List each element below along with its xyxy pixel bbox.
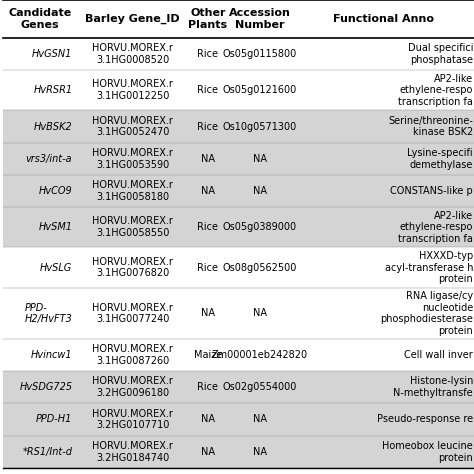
Text: NA: NA bbox=[201, 308, 215, 319]
Text: HvBSK2: HvBSK2 bbox=[34, 121, 73, 132]
Text: CONSTANS-like p: CONSTANS-like p bbox=[390, 186, 473, 196]
Text: Homeobox leucine
protein: Homeobox leucine protein bbox=[383, 441, 473, 463]
Text: PPD-H1: PPD-H1 bbox=[36, 414, 73, 425]
Text: Rice: Rice bbox=[198, 49, 219, 59]
Text: Os05g0389000: Os05g0389000 bbox=[223, 222, 297, 232]
Text: HORVU.MOREX.r
3.2HG0107710: HORVU.MOREX.r 3.2HG0107710 bbox=[92, 409, 173, 430]
Text: vrs3/int-a: vrs3/int-a bbox=[26, 154, 73, 164]
Text: Histone-lysin
N-methyltransfe: Histone-lysin N-methyltransfe bbox=[393, 376, 473, 398]
Text: NA: NA bbox=[253, 447, 267, 457]
Bar bbox=[3, 247, 474, 288]
Text: HORVU.MOREX.r
3.1HG0012250: HORVU.MOREX.r 3.1HG0012250 bbox=[92, 80, 173, 101]
Bar bbox=[3, 339, 474, 371]
Text: Os05g0121600: Os05g0121600 bbox=[223, 85, 297, 95]
Text: HvSM1: HvSM1 bbox=[38, 222, 73, 232]
Text: HvGSN1: HvGSN1 bbox=[32, 49, 73, 59]
Text: Rice: Rice bbox=[198, 222, 219, 232]
Text: Rice: Rice bbox=[198, 263, 219, 273]
Text: NA: NA bbox=[253, 414, 267, 425]
Text: HORVU.MOREX.r
3.1HG0077240: HORVU.MOREX.r 3.1HG0077240 bbox=[92, 302, 173, 324]
Text: HvSLG: HvSLG bbox=[40, 263, 73, 273]
Text: HORVU.MOREX.r
3.1HG0008520: HORVU.MOREX.r 3.1HG0008520 bbox=[92, 43, 173, 65]
Bar bbox=[3, 207, 474, 247]
Text: HORVU.MOREX.r
3.1HG0076820: HORVU.MOREX.r 3.1HG0076820 bbox=[92, 257, 173, 278]
Text: Os10g0571300: Os10g0571300 bbox=[223, 121, 297, 132]
Text: Functional Anno: Functional Anno bbox=[333, 14, 434, 24]
Text: HORVU.MOREX.r
3.1HG0058550: HORVU.MOREX.r 3.1HG0058550 bbox=[92, 217, 173, 238]
Text: Rice: Rice bbox=[198, 121, 219, 132]
Bar bbox=[3, 143, 474, 175]
Text: HORVU.MOREX.r
3.1HG0052470: HORVU.MOREX.r 3.1HG0052470 bbox=[92, 116, 173, 137]
Text: Barley Gene_ID: Barley Gene_ID bbox=[85, 14, 180, 24]
Text: NA: NA bbox=[253, 154, 267, 164]
Text: NA: NA bbox=[253, 186, 267, 196]
Bar bbox=[3, 436, 474, 468]
Text: *RS1/Int-d: *RS1/Int-d bbox=[22, 447, 73, 457]
Text: Hvincw1: Hvincw1 bbox=[31, 350, 73, 360]
Text: Cell wall inver: Cell wall inver bbox=[404, 350, 473, 360]
Text: HvSDG725: HvSDG725 bbox=[19, 382, 73, 392]
Bar bbox=[3, 288, 474, 339]
Text: Candidate
Genes: Candidate Genes bbox=[8, 8, 71, 30]
Text: HORVU.MOREX.r
3.1HG0087260: HORVU.MOREX.r 3.1HG0087260 bbox=[92, 344, 173, 366]
Text: NA: NA bbox=[201, 186, 215, 196]
Text: HORVU.MOREX.r
3.2HG0096180: HORVU.MOREX.r 3.2HG0096180 bbox=[92, 376, 173, 398]
Text: HORVU.MOREX.r
3.2HG0184740: HORVU.MOREX.r 3.2HG0184740 bbox=[92, 441, 173, 463]
Text: HXXXD-typ
acyl-transferase h
protein: HXXXD-typ acyl-transferase h protein bbox=[384, 251, 473, 284]
Text: Serine/threonine-
kinase BSK2: Serine/threonine- kinase BSK2 bbox=[388, 116, 473, 137]
Text: RNA ligase/cy
nucleotide
phosphodiesterase
protein: RNA ligase/cy nucleotide phosphodiestera… bbox=[380, 291, 473, 336]
Text: NA: NA bbox=[201, 414, 215, 425]
Text: Zm00001eb242820: Zm00001eb242820 bbox=[212, 350, 308, 360]
Text: HORVU.MOREX.r
3.1HG0053590: HORVU.MOREX.r 3.1HG0053590 bbox=[92, 148, 173, 170]
Text: HvCO9: HvCO9 bbox=[38, 186, 73, 196]
Text: NA: NA bbox=[201, 154, 215, 164]
Bar bbox=[3, 70, 474, 110]
Bar bbox=[3, 38, 474, 70]
Text: Rice: Rice bbox=[198, 85, 219, 95]
Text: Os02g0554000: Os02g0554000 bbox=[223, 382, 297, 392]
Text: AP2-like
ethylene-respo
transcription fa: AP2-like ethylene-respo transcription fa bbox=[398, 210, 473, 244]
Text: AP2-like
ethylene-respo
transcription fa: AP2-like ethylene-respo transcription fa bbox=[398, 73, 473, 107]
Text: Os08g0562500: Os08g0562500 bbox=[223, 263, 297, 273]
Text: Dual specifici
phosphatase: Dual specifici phosphatase bbox=[408, 43, 473, 65]
Bar bbox=[3, 175, 474, 207]
Text: Lysine-specifi
demethylase: Lysine-specifi demethylase bbox=[408, 148, 473, 170]
Bar bbox=[3, 403, 474, 436]
Text: Accession
Number: Accession Number bbox=[229, 8, 291, 30]
Text: HORVU.MOREX.r
3.1HG0058180: HORVU.MOREX.r 3.1HG0058180 bbox=[92, 180, 173, 202]
Text: NA: NA bbox=[253, 308, 267, 319]
Bar bbox=[3, 110, 474, 143]
Text: Other
Plants: Other Plants bbox=[188, 8, 228, 30]
Text: Os05g0115800: Os05g0115800 bbox=[223, 49, 297, 59]
Bar bbox=[3, 0, 474, 38]
Bar bbox=[3, 371, 474, 403]
Text: NA: NA bbox=[201, 447, 215, 457]
Text: PPD-
H2/HvFT3: PPD- H2/HvFT3 bbox=[25, 302, 73, 324]
Text: Maize: Maize bbox=[194, 350, 222, 360]
Text: HvRSR1: HvRSR1 bbox=[33, 85, 73, 95]
Text: Rice: Rice bbox=[198, 382, 219, 392]
Text: Pseudo-response re: Pseudo-response re bbox=[377, 414, 473, 425]
